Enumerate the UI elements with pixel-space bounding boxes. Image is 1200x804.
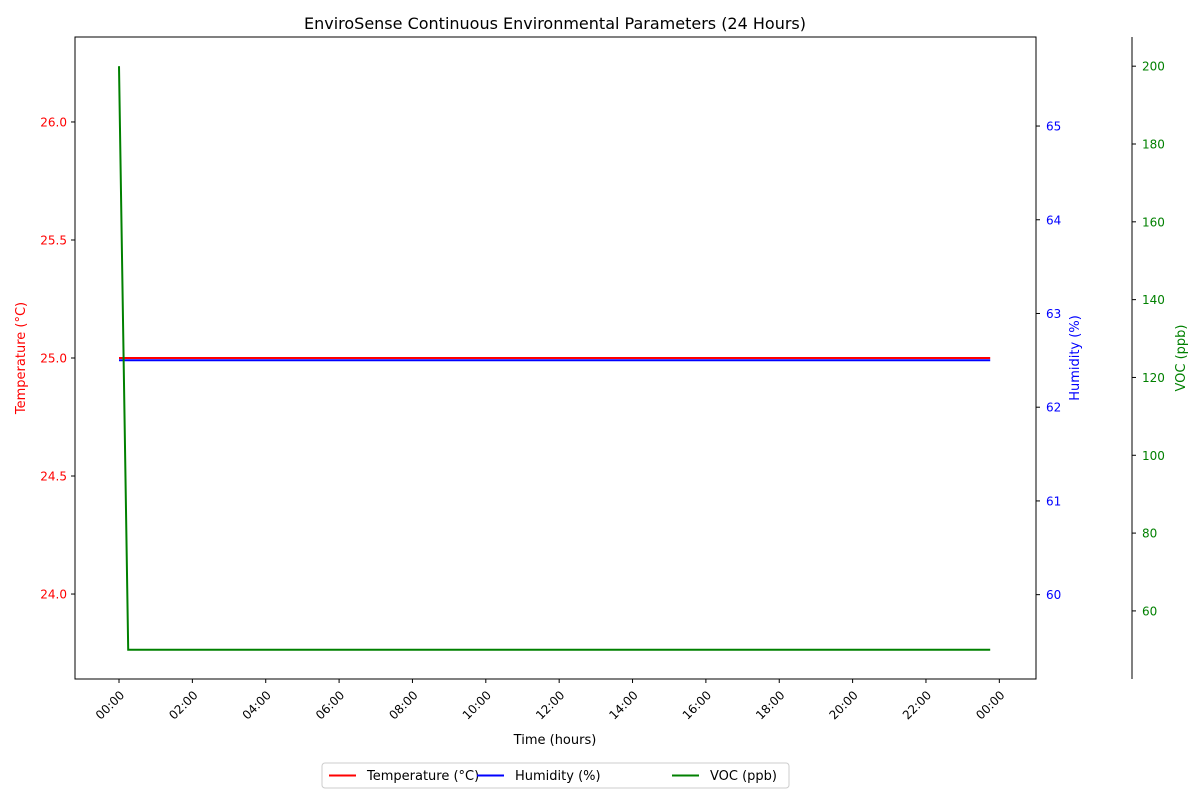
humidity-tick-label: 65	[1046, 120, 1061, 134]
voc-tick-label: 200	[1142, 60, 1165, 74]
voc-tick-label: 60	[1142, 604, 1157, 618]
x-tick-label: 08:00	[386, 688, 420, 722]
temperature-tick-label: 24.0	[40, 588, 67, 602]
humidity-tick-label: 63	[1046, 307, 1061, 321]
x-tick-label: 12:00	[533, 688, 567, 722]
temperature-tick-label: 25.5	[40, 233, 67, 247]
x-tick-label: 14:00	[606, 688, 640, 722]
x-axis-label: Time (hours)	[513, 733, 597, 748]
legend: Temperature (°C) Humidity (%) VOC (ppb)	[321, 762, 790, 789]
legend-box	[321, 762, 790, 789]
humidity-axis-label: Humidity (%)	[1068, 315, 1083, 401]
x-tick-label: 16:00	[680, 688, 714, 722]
voc-axis-label: VOC (ppb)	[1174, 324, 1189, 391]
x-tick-label: 04:00	[240, 688, 274, 722]
humidity-tick-label: 64	[1046, 213, 1061, 227]
x-tick-label: 00:00	[973, 688, 1007, 722]
voc-tick-label: 120	[1142, 371, 1165, 385]
voc-tick-label: 100	[1142, 449, 1165, 463]
legend-label-voc: VOC (ppb)	[710, 769, 777, 784]
x-tick-label: 06:00	[313, 688, 347, 722]
x-tick-label: 02:00	[166, 688, 200, 722]
temperature-axis-label: Temperature (°C)	[14, 302, 29, 415]
chart-title: EnviroSense Continuous Environmental Par…	[304, 14, 806, 33]
humidity-tick-label: 60	[1046, 588, 1061, 602]
voc-tick-label: 160	[1142, 215, 1165, 229]
x-tick-label: 10:00	[460, 688, 494, 722]
voc-tick-label: 180	[1142, 138, 1165, 152]
x-tick-label: 00:00	[93, 688, 127, 722]
voc-tick-label: 80	[1142, 527, 1157, 541]
voc-tick-label: 140	[1142, 293, 1165, 307]
temperature-tick-label: 25.0	[40, 352, 67, 366]
humidity-tick-label: 62	[1046, 401, 1061, 415]
humidity-tick-label: 61	[1046, 494, 1061, 508]
x-tick-label: 18:00	[753, 688, 787, 722]
series-line-voc	[118, 66, 991, 651]
legend-label-humidity: Humidity (%)	[515, 769, 601, 784]
axes: 00:00 02:00 04:00 06:00 08:00 10:00 12:00 14:00…	[14, 36, 1189, 722]
legend-label-temperature: Temperature (°C)	[366, 769, 479, 784]
plot-area	[118, 66, 991, 651]
temperature-tick-label: 24.5	[40, 470, 67, 484]
x-tick-label: 20:00	[826, 688, 860, 722]
temperature-tick-label: 26.0	[40, 115, 67, 129]
x-tick-label: 22:00	[900, 688, 934, 722]
